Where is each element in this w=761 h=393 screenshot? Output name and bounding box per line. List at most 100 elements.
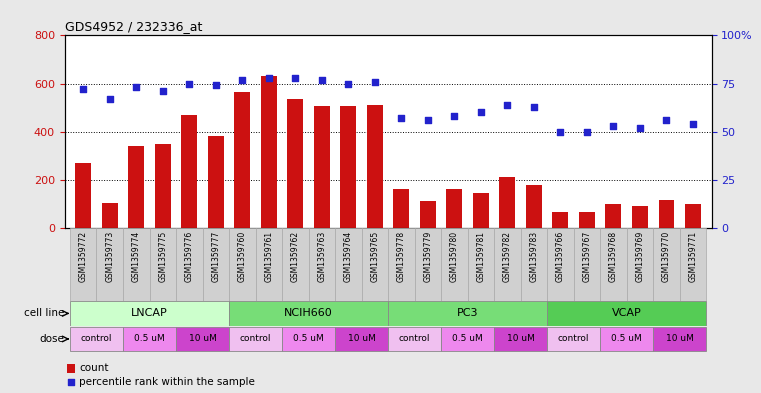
- Bar: [208, 136, 224, 228]
- Bar: [256, 228, 282, 301]
- Bar: [154, 144, 170, 228]
- Point: [304, 310, 317, 316]
- Bar: [70, 228, 97, 301]
- Text: GSM1359762: GSM1359762: [291, 231, 300, 282]
- Bar: [282, 327, 335, 351]
- Bar: [70, 327, 123, 351]
- Bar: [123, 327, 176, 351]
- Point: [528, 103, 540, 110]
- Bar: [181, 115, 197, 228]
- Bar: [234, 92, 250, 228]
- Text: 10 uM: 10 uM: [666, 334, 694, 343]
- Bar: [579, 212, 595, 228]
- Text: GSM1359783: GSM1359783: [530, 231, 539, 282]
- Bar: [653, 327, 706, 351]
- Point: [342, 80, 355, 86]
- Bar: [335, 228, 361, 301]
- Bar: [75, 163, 91, 228]
- Bar: [97, 228, 123, 301]
- Text: GSM1359774: GSM1359774: [132, 231, 141, 282]
- Point: [661, 117, 673, 123]
- Point: [210, 82, 222, 88]
- Bar: [521, 228, 547, 301]
- Bar: [420, 202, 436, 228]
- Text: 0.5 uM: 0.5 uM: [611, 334, 642, 343]
- Text: 10 uM: 10 uM: [507, 334, 534, 343]
- Bar: [176, 228, 202, 301]
- Bar: [600, 228, 627, 301]
- Bar: [627, 228, 653, 301]
- Text: GSM1359765: GSM1359765: [371, 231, 379, 282]
- Text: 0.5 uM: 0.5 uM: [134, 334, 165, 343]
- Bar: [415, 228, 441, 301]
- Bar: [361, 228, 388, 301]
- Text: VCAP: VCAP: [612, 309, 642, 318]
- Bar: [632, 206, 648, 228]
- Bar: [229, 228, 256, 301]
- Bar: [388, 228, 415, 301]
- Text: GSM1359779: GSM1359779: [423, 231, 432, 282]
- Point: [263, 75, 275, 81]
- Bar: [600, 327, 653, 351]
- Bar: [547, 228, 574, 301]
- Bar: [494, 327, 547, 351]
- Bar: [102, 203, 118, 228]
- Bar: [388, 327, 441, 351]
- Text: GSM1359776: GSM1359776: [185, 231, 194, 282]
- Bar: [202, 228, 229, 301]
- Text: NCIH660: NCIH660: [284, 309, 333, 318]
- Bar: [606, 204, 622, 228]
- Text: 10 uM: 10 uM: [189, 334, 216, 343]
- Text: GSM1359763: GSM1359763: [317, 231, 326, 282]
- Bar: [123, 228, 149, 301]
- Bar: [552, 212, 568, 228]
- Bar: [547, 301, 706, 326]
- Point: [369, 79, 381, 85]
- Point: [607, 123, 619, 129]
- Point: [501, 101, 514, 108]
- Text: GSM1359781: GSM1359781: [476, 231, 486, 282]
- Bar: [574, 228, 600, 301]
- Bar: [653, 228, 680, 301]
- Text: GSM1359778: GSM1359778: [397, 231, 406, 282]
- Bar: [447, 189, 463, 228]
- Text: cell line: cell line: [24, 309, 64, 318]
- Bar: [393, 189, 409, 228]
- Point: [289, 75, 301, 81]
- Point: [395, 115, 407, 121]
- Point: [316, 77, 328, 83]
- Bar: [441, 228, 468, 301]
- Bar: [468, 228, 494, 301]
- Point: [448, 113, 460, 119]
- Point: [687, 121, 699, 127]
- Text: GSM1359768: GSM1359768: [609, 231, 618, 282]
- Bar: [314, 107, 330, 228]
- Bar: [658, 200, 674, 228]
- Text: GSM1359773: GSM1359773: [105, 231, 114, 282]
- Text: GSM1359764: GSM1359764: [344, 231, 353, 282]
- Text: GSM1359766: GSM1359766: [556, 231, 565, 282]
- Point: [157, 88, 169, 94]
- Point: [422, 117, 434, 123]
- Text: GSM1359760: GSM1359760: [237, 231, 247, 282]
- Bar: [680, 228, 706, 301]
- Point: [581, 129, 593, 135]
- Bar: [388, 301, 547, 326]
- Point: [130, 84, 142, 90]
- Bar: [335, 327, 388, 351]
- Text: GDS4952 / 232336_at: GDS4952 / 232336_at: [65, 20, 202, 33]
- Text: GSM1359775: GSM1359775: [158, 231, 167, 282]
- Point: [634, 125, 646, 131]
- Bar: [340, 107, 356, 228]
- Bar: [685, 204, 701, 228]
- Text: dose: dose: [40, 334, 64, 344]
- Text: GSM1359780: GSM1359780: [450, 231, 459, 282]
- Bar: [229, 327, 282, 351]
- Text: GSM1359777: GSM1359777: [212, 231, 220, 282]
- Bar: [288, 99, 304, 228]
- Text: percentile rank within the sample: percentile rank within the sample: [79, 377, 255, 387]
- Text: GSM1359771: GSM1359771: [689, 231, 698, 282]
- Text: 0.5 uM: 0.5 uM: [452, 334, 483, 343]
- Text: GSM1359769: GSM1359769: [635, 231, 645, 282]
- Text: GSM1359772: GSM1359772: [78, 231, 88, 282]
